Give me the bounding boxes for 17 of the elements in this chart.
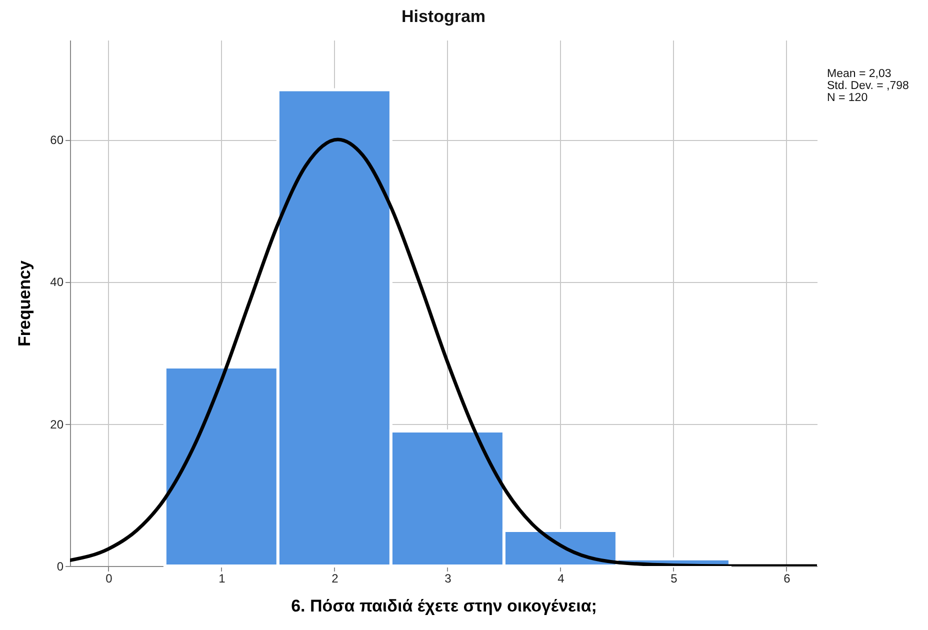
x-tick-label: 2	[332, 572, 339, 586]
y-tick-label: 0	[56, 560, 64, 574]
x-tick-label: 1	[218, 572, 226, 586]
x-tick-label: 6	[784, 572, 791, 586]
text: Std. Dev. = ,798	[827, 80, 909, 92]
x-tick-label: 4	[558, 572, 565, 586]
y-tick-label: 40	[50, 275, 64, 290]
x-tick-label: 5	[670, 572, 678, 586]
y-tick-label: 60	[50, 133, 64, 148]
x-axis-title: 6. Πόσα παιδιά έχετε στην οικογένεια;	[291, 596, 597, 616]
chart-title: Histogram	[401, 7, 486, 26]
x-tick-label: 3	[444, 572, 452, 586]
y-axis-title: Frequency	[15, 260, 34, 346]
text: Mean = 2,03	[827, 68, 892, 80]
x-tick-label: 0	[106, 572, 113, 586]
text: N = 120	[827, 92, 868, 104]
y-tick-label: 20	[50, 417, 64, 432]
